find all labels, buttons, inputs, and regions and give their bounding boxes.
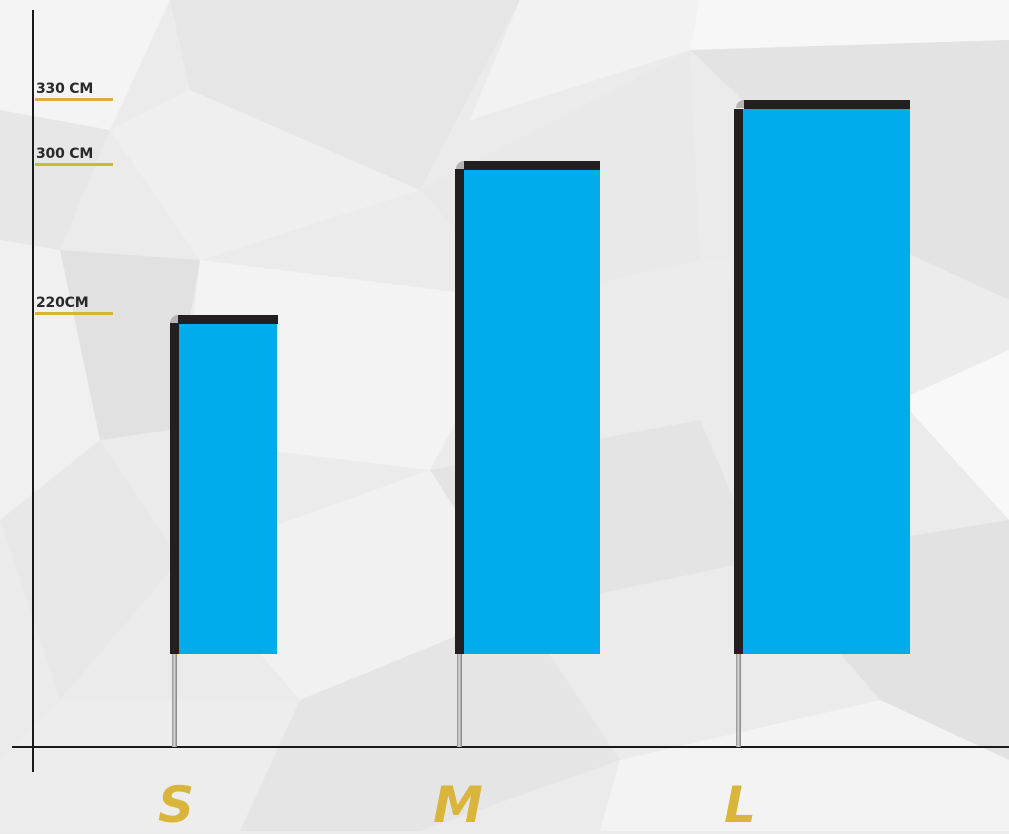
height-label-text: 220CM [36, 295, 89, 311]
flag-banner [179, 324, 277, 654]
flag-top-bar [464, 161, 600, 170]
size-label-l: L [724, 776, 756, 834]
height-marker-line [35, 312, 113, 315]
height-label-text: 330 CM [36, 81, 94, 97]
size-label-m: M [433, 776, 483, 834]
flag-pole [457, 652, 462, 747]
height-marker-line [35, 98, 113, 101]
flag-post [170, 322, 179, 654]
size-label-s: S [157, 776, 194, 834]
flag-top-bar [744, 100, 910, 109]
height-label-300: 300 CM [35, 145, 113, 166]
flag-pole [172, 652, 177, 747]
flag-pole [736, 652, 741, 747]
vertical-axis [32, 10, 34, 772]
height-label-220: 220CM [35, 294, 113, 315]
flag-pole-tip [170, 315, 178, 323]
flag-post [734, 109, 743, 654]
flag-pole-tip [736, 100, 744, 108]
flag-pole-tip [456, 161, 464, 169]
flag-post [455, 169, 464, 654]
height-label-text: 300 CM [36, 146, 94, 162]
height-marker-line [35, 163, 113, 166]
height-label-330: 330 CM [35, 80, 113, 101]
flag-top-bar [178, 315, 278, 324]
flag-banner [743, 109, 910, 654]
ground-line [12, 746, 1009, 748]
flag-banner [464, 170, 600, 654]
